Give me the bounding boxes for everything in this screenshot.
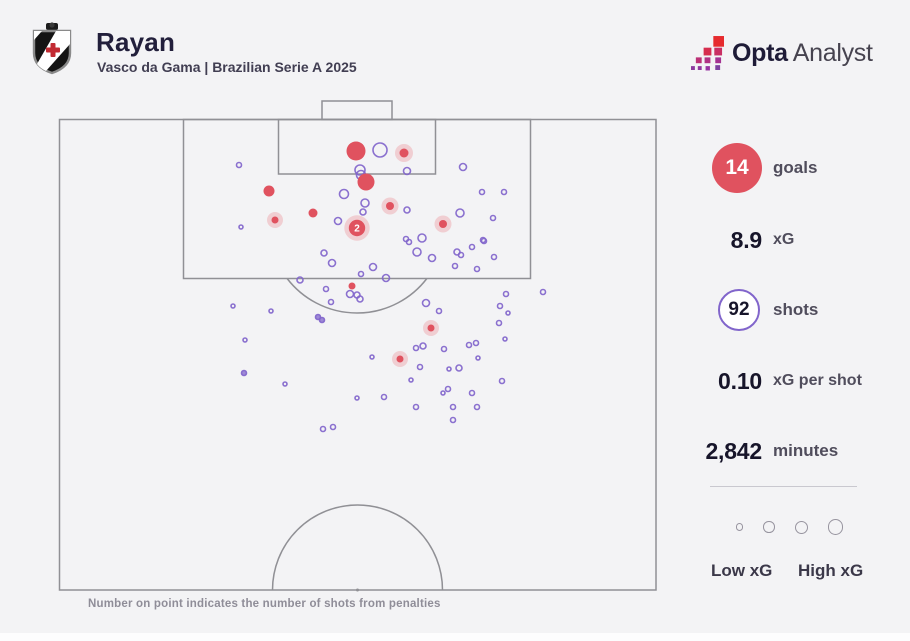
opta-analyst-logo: Opta Analyst xyxy=(691,36,873,71)
brand-opta: Opta xyxy=(732,39,788,67)
penalty-note-caption: Number on point indicates the number of … xyxy=(88,598,441,610)
stat-row-xg-per-shot: 0.10 xG per shot xyxy=(660,356,862,406)
goals-badge: 14 xyxy=(712,143,762,193)
goals-label: goals xyxy=(773,158,818,177)
xg-value: 8.9 xyxy=(730,226,763,253)
shots-badge: 92 xyxy=(718,289,760,331)
legend-high-label: High xG xyxy=(798,561,864,580)
stat-row-goals: 14 goals xyxy=(660,143,817,193)
stat-row-xg: 8.9 xG xyxy=(660,215,795,265)
brand-analyst: Analyst xyxy=(792,39,873,67)
minutes-value: 2,842 xyxy=(705,437,762,464)
legend-size-circle xyxy=(827,519,844,535)
page-subtitle: Vasco da Gama | Brazilian Serie A 2025 xyxy=(97,59,357,75)
bottom-strip xyxy=(0,633,910,641)
shots-value: 92 xyxy=(728,299,750,320)
stats-divider xyxy=(710,486,857,487)
svg-text:2: 2 xyxy=(354,224,360,235)
legend-circles xyxy=(736,518,844,536)
legend-size-circle xyxy=(736,523,744,531)
legend-low-label: Low xG xyxy=(711,561,773,580)
xg-label: xG xyxy=(773,231,795,248)
brand-text: Opta Analyst xyxy=(732,39,873,68)
xg-per-shot-label: xG per shot xyxy=(773,372,862,389)
shots-label: shots xyxy=(773,300,819,319)
shots-badge-slot: 92 xyxy=(660,289,762,331)
goals-badge-slot: 14 xyxy=(660,143,762,193)
stat-row-minutes: 2,842 minutes xyxy=(660,426,838,476)
minutes-label: minutes xyxy=(773,441,839,460)
vasco-da-gama-crest-icon xyxy=(32,22,72,75)
goals-value: 14 xyxy=(725,156,749,179)
stat-row-shots: 92 shots xyxy=(660,285,818,335)
xg-per-shot-value: 0.10 xyxy=(718,367,762,394)
page-title: Rayan xyxy=(96,27,176,57)
opta-mark-icon xyxy=(691,36,724,71)
legend-size-circle xyxy=(794,520,808,534)
legend-size-circle xyxy=(763,521,775,533)
